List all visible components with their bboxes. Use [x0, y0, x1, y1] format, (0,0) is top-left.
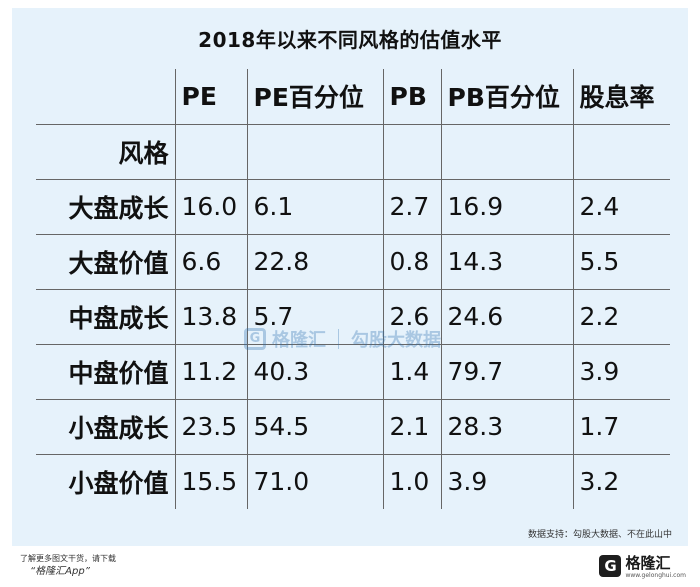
pb-percentile-cell: 3.9: [440, 453, 574, 509]
row-style: 小盘价值: [36, 453, 176, 509]
pb-cell: 2.6: [382, 288, 442, 345]
pe-cell: 15.5: [174, 453, 248, 509]
table-row: 小盘价值 15.5 71.0 1.0 3.9 3.2: [36, 453, 670, 509]
empty-cell: [174, 123, 248, 180]
dividend-cell: 2.4: [572, 178, 670, 235]
footer-promo: 了解更多图文干货，请下载 “格隆汇App”: [20, 552, 116, 578]
row-style: 大盘成长: [36, 178, 176, 235]
dividend-cell: 3.9: [572, 343, 670, 400]
table-row: 大盘价值 6.6 22.8 0.8 14.3 5.5: [36, 233, 670, 290]
footer-url: www.gelonghui.com: [625, 572, 686, 579]
row-style: 中盘成长: [36, 288, 176, 345]
pb-percentile-cell: 79.7: [440, 343, 574, 400]
pe-percentile-cell: 71.0: [246, 453, 384, 509]
column-header: PE百分位: [246, 69, 384, 125]
table-row: 小盘成长 23.5 54.5 2.1 28.3 1.7: [36, 398, 670, 455]
empty-cell: [572, 123, 670, 180]
row-style: 中盘价值: [36, 343, 176, 400]
footer-app-name: “格隆汇App”: [30, 566, 90, 577]
chart-title: 2018年以来不同风格的估值水平: [198, 28, 502, 52]
empty-cell: [440, 123, 574, 180]
dividend-cell: 2.2: [572, 288, 670, 345]
table-row: 大盘成长 16.0 6.1 2.7 16.9 2.4: [36, 178, 670, 235]
pb-percentile-cell: 24.6: [440, 288, 574, 345]
empty-cell: [382, 123, 442, 180]
column-header: PB: [382, 69, 442, 125]
pe-cell: 6.6: [174, 233, 248, 290]
pb-cell: 0.8: [382, 233, 442, 290]
pb-percentile-cell: 28.3: [440, 398, 574, 455]
pe-cell: 16.0: [174, 178, 248, 235]
source-note: 数据支持：勾股大数据、不在此山中: [527, 530, 672, 540]
pe-percentile-cell: 22.8: [246, 233, 384, 290]
pb-cell: 1.0: [382, 453, 442, 509]
pb-percentile-cell: 14.3: [440, 233, 574, 290]
pb-percentile-cell: 16.9: [440, 178, 574, 235]
table-header-row: PE PE百分位 PB PB百分位 股息率: [36, 69, 670, 125]
footer-brand: 格隆汇: [625, 554, 671, 572]
pe-cell: 13.8: [174, 288, 248, 345]
gelonghui-logo-icon: G: [599, 555, 622, 577]
pe-percentile-cell: 54.5: [246, 398, 384, 455]
column-header: 股息率: [572, 69, 670, 125]
dividend-cell: 5.5: [572, 233, 670, 290]
dividend-cell: 1.7: [572, 398, 670, 455]
table-row: 中盘价值 11.2 40.3 1.4 79.7 3.9: [36, 343, 670, 400]
row-style: 小盘成长: [36, 398, 176, 455]
pe-cell: 23.5: [174, 398, 248, 455]
valuation-table: PE PE百分位 PB PB百分位 股息率 风格 大盘成长 16.0 6.1 2…: [36, 69, 670, 509]
infographic-card: 2018年以来不同风格的估值水平 PE PE百分位 PB PB百分位 股息率 风…: [12, 8, 688, 546]
pe-percentile-cell: 6.1: [246, 178, 384, 235]
column-header: PB百分位: [440, 69, 574, 125]
pb-cell: 1.4: [382, 343, 442, 400]
style-label-row: 风格: [36, 123, 670, 180]
style-label: 风格: [36, 123, 176, 180]
empty-cell: [246, 123, 384, 180]
footer-promo-text: 了解更多图文干货，请下载: [20, 554, 116, 563]
pb-cell: 2.1: [382, 398, 442, 455]
pe-percentile-cell: 40.3: [246, 343, 384, 400]
row-style: 大盘价值: [36, 233, 176, 290]
column-header: PE: [174, 69, 248, 125]
pe-cell: 11.2: [174, 343, 248, 400]
footer-logo: G 格隆汇 www.gelonghui.com: [599, 553, 686, 579]
pe-percentile-cell: 5.7: [246, 288, 384, 345]
pb-cell: 2.7: [382, 178, 442, 235]
corner-cell: [36, 69, 176, 125]
table-row: 中盘成长 13.8 5.7 2.6 24.6 2.2: [36, 288, 670, 345]
dividend-cell: 3.2: [572, 453, 670, 509]
